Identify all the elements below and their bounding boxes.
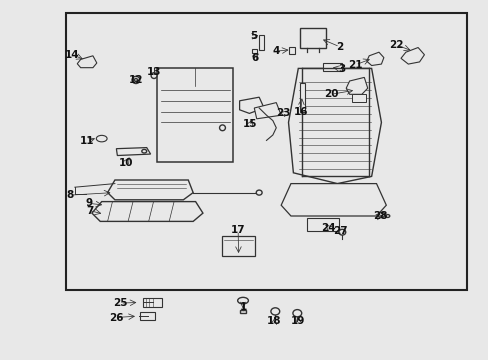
Ellipse shape <box>142 149 146 153</box>
Text: 4: 4 <box>272 46 280 56</box>
Text: 23: 23 <box>276 108 290 118</box>
Polygon shape <box>116 148 150 156</box>
Polygon shape <box>239 97 264 113</box>
Text: 24: 24 <box>321 222 335 233</box>
Bar <box>66 13 466 290</box>
Ellipse shape <box>292 310 301 317</box>
Text: 7: 7 <box>85 206 93 216</box>
Bar <box>299 83 304 112</box>
Text: 2: 2 <box>336 42 343 52</box>
Polygon shape <box>400 48 424 64</box>
Text: 9: 9 <box>86 198 93 208</box>
Bar <box>142 298 162 307</box>
Ellipse shape <box>385 215 389 217</box>
Bar <box>156 68 232 162</box>
Text: 12: 12 <box>128 75 143 85</box>
Text: 22: 22 <box>388 40 403 50</box>
Ellipse shape <box>256 190 262 195</box>
Ellipse shape <box>377 212 384 217</box>
Text: 25: 25 <box>113 298 127 308</box>
Ellipse shape <box>219 125 225 131</box>
Text: 6: 6 <box>251 53 258 63</box>
Text: 5: 5 <box>250 31 257 41</box>
Bar <box>222 236 255 256</box>
Text: 15: 15 <box>243 119 257 129</box>
Ellipse shape <box>338 229 345 235</box>
Polygon shape <box>107 180 193 200</box>
Bar <box>289 47 295 54</box>
Bar <box>323 63 341 71</box>
Text: 18: 18 <box>266 316 281 326</box>
Bar <box>239 310 246 313</box>
Text: 16: 16 <box>293 107 307 117</box>
Polygon shape <box>346 77 367 94</box>
Ellipse shape <box>132 76 140 84</box>
Polygon shape <box>92 202 203 221</box>
Ellipse shape <box>134 78 137 81</box>
Text: 27: 27 <box>333 226 347 236</box>
Polygon shape <box>77 56 97 68</box>
Text: 8: 8 <box>66 190 73 200</box>
Text: 1: 1 <box>239 302 246 312</box>
Polygon shape <box>366 52 383 66</box>
Text: 14: 14 <box>65 50 80 60</box>
Text: 26: 26 <box>108 312 123 323</box>
Text: 20: 20 <box>323 89 338 99</box>
Text: 28: 28 <box>372 211 387 221</box>
Polygon shape <box>288 68 381 184</box>
Text: 19: 19 <box>290 316 305 326</box>
Bar <box>299 28 326 48</box>
Bar <box>252 49 257 53</box>
Polygon shape <box>254 103 281 119</box>
Text: 17: 17 <box>230 225 245 235</box>
Text: 10: 10 <box>119 158 133 168</box>
Polygon shape <box>281 184 386 216</box>
Ellipse shape <box>270 308 279 315</box>
Text: 21: 21 <box>347 60 362 70</box>
Ellipse shape <box>237 297 248 304</box>
Ellipse shape <box>151 73 157 78</box>
Bar <box>259 35 264 50</box>
Text: 13: 13 <box>147 67 162 77</box>
Bar <box>140 312 155 320</box>
Text: 11: 11 <box>80 136 94 146</box>
Bar <box>306 218 338 231</box>
Polygon shape <box>351 94 365 102</box>
Ellipse shape <box>96 135 107 142</box>
Text: 3: 3 <box>338 64 345 74</box>
